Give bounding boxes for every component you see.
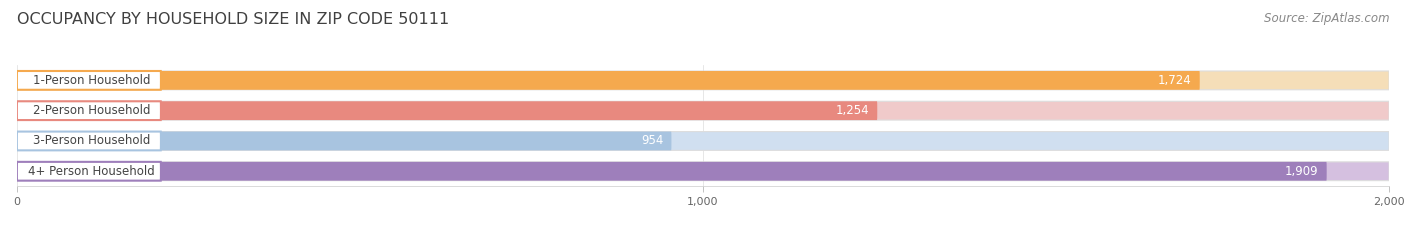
FancyBboxPatch shape — [17, 162, 1327, 181]
FancyBboxPatch shape — [17, 132, 160, 150]
Text: Source: ZipAtlas.com: Source: ZipAtlas.com — [1264, 12, 1389, 25]
Text: 2-Person Household: 2-Person Household — [34, 104, 150, 117]
FancyBboxPatch shape — [17, 71, 160, 90]
FancyBboxPatch shape — [17, 101, 160, 120]
FancyBboxPatch shape — [17, 101, 877, 120]
FancyBboxPatch shape — [17, 132, 672, 150]
Text: 3-Person Household: 3-Person Household — [34, 134, 150, 147]
FancyBboxPatch shape — [17, 71, 1199, 90]
Text: 1,909: 1,909 — [1285, 165, 1319, 178]
FancyBboxPatch shape — [17, 162, 160, 181]
FancyBboxPatch shape — [17, 71, 1389, 90]
FancyBboxPatch shape — [17, 101, 1389, 120]
Text: 954: 954 — [641, 134, 664, 147]
FancyBboxPatch shape — [17, 132, 1389, 150]
FancyBboxPatch shape — [17, 162, 1389, 181]
Text: 1,724: 1,724 — [1157, 74, 1191, 87]
Text: 1-Person Household: 1-Person Household — [34, 74, 150, 87]
Text: OCCUPANCY BY HOUSEHOLD SIZE IN ZIP CODE 50111: OCCUPANCY BY HOUSEHOLD SIZE IN ZIP CODE … — [17, 12, 449, 27]
Text: 1,254: 1,254 — [835, 104, 869, 117]
Text: 4+ Person Household: 4+ Person Household — [28, 165, 155, 178]
